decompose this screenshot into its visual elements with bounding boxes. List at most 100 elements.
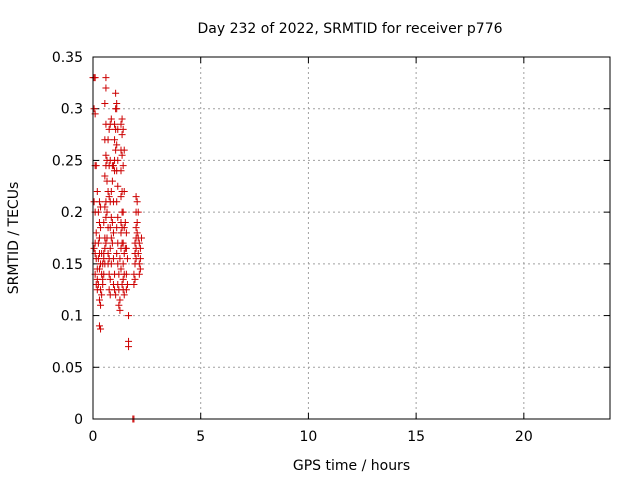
data-point (135, 270, 143, 278)
chart-title: Day 232 of 2022, SRMTID for receiver p77… (197, 21, 502, 37)
data-point (98, 291, 106, 299)
data-point (106, 275, 114, 283)
data-point (125, 312, 133, 320)
data-point (118, 115, 126, 123)
data-point (95, 296, 103, 304)
data-point (136, 265, 144, 273)
data-point (99, 281, 107, 289)
data-point (136, 255, 144, 263)
data-point (107, 213, 115, 221)
data-point (109, 229, 117, 237)
data-point (112, 291, 120, 299)
data-point (120, 224, 128, 232)
data-point (105, 193, 113, 201)
data-point (133, 229, 141, 237)
data-point (119, 275, 127, 283)
data-point (94, 208, 102, 216)
data-point (113, 105, 121, 113)
y-tick-label: 0 (74, 412, 83, 428)
data-point (130, 281, 138, 289)
data-point (90, 244, 98, 252)
data-point (109, 162, 117, 170)
data-point (116, 296, 124, 304)
data-point (134, 208, 142, 216)
data-point (107, 187, 115, 195)
data-point (137, 234, 145, 242)
data-point (104, 136, 112, 144)
data-point (107, 115, 115, 123)
data-point (102, 151, 110, 159)
data-points (89, 74, 145, 423)
data-point (93, 187, 101, 195)
data-point (118, 151, 126, 159)
data-point (122, 229, 130, 237)
data-point (103, 208, 111, 216)
data-point (114, 156, 122, 164)
data-point (119, 239, 127, 247)
data-point (116, 255, 124, 263)
y-tick-label: 0.2 (61, 205, 83, 221)
data-point (133, 198, 141, 206)
data-point (114, 213, 122, 221)
x-tick-label: 5 (196, 429, 205, 445)
x-tick-label: 10 (300, 429, 318, 445)
data-point (101, 172, 109, 180)
data-point (95, 322, 103, 330)
data-point (113, 141, 121, 149)
data-point (97, 325, 105, 333)
data-point (132, 224, 140, 232)
data-point (112, 89, 120, 97)
plot-frame (92, 56, 611, 420)
y-axis-title: SRMTID / TECUs (6, 182, 22, 295)
data-point (109, 255, 117, 263)
data-point (120, 250, 128, 258)
x-tick-labels: 0 5 10 15 20 (89, 429, 533, 445)
data-point (116, 306, 124, 314)
data-point (95, 265, 103, 273)
data-point (117, 193, 125, 201)
data-point (125, 343, 133, 351)
data-point (122, 270, 130, 278)
data-point (113, 250, 121, 258)
x-tick-label: 15 (407, 429, 425, 445)
data-point (106, 224, 114, 232)
data-point (133, 218, 141, 226)
data-point (108, 177, 116, 185)
data-point (92, 229, 100, 237)
data-point (100, 218, 108, 226)
data-point (102, 74, 110, 82)
y-tick-label: 0.3 (61, 102, 83, 118)
y-tick-label: 0.25 (52, 153, 83, 169)
data-point (107, 260, 115, 268)
data-point (117, 120, 125, 128)
data-point (114, 182, 122, 190)
data-point (113, 198, 121, 206)
data-point (120, 291, 128, 299)
data-point (119, 125, 127, 133)
data-point (92, 162, 100, 170)
data-point (104, 250, 112, 258)
x-tick-label: 0 (89, 429, 98, 445)
data-point (123, 255, 131, 263)
data-point (111, 120, 119, 128)
data-point (90, 105, 98, 113)
data-point (123, 281, 131, 289)
data-point (132, 193, 140, 201)
data-point (107, 234, 115, 242)
data-point (119, 260, 127, 268)
data-point (117, 265, 125, 273)
y-tick-label: 0.05 (52, 360, 83, 376)
data-point (102, 239, 110, 247)
data-point (122, 244, 130, 252)
grid (93, 57, 610, 419)
data-point (94, 239, 102, 247)
data-point (134, 250, 142, 258)
data-point (121, 218, 129, 226)
data-point (135, 239, 143, 247)
data-point (119, 162, 127, 170)
data-point (117, 167, 125, 175)
data-point (102, 84, 110, 92)
data-point (108, 218, 116, 226)
data-point (115, 301, 123, 309)
